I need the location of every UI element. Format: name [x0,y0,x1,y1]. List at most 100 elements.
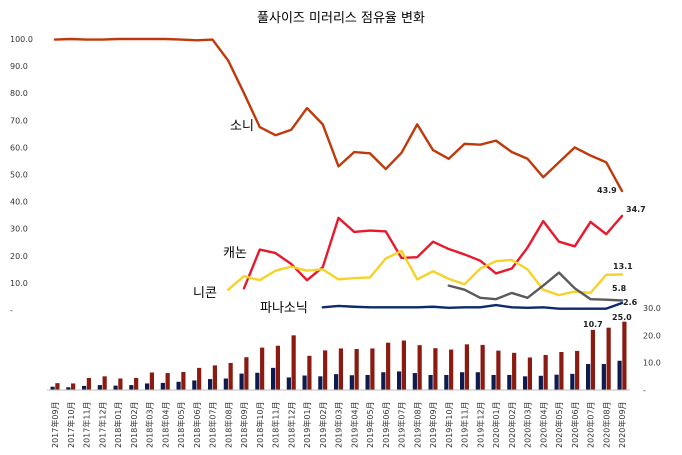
x-tick-label: 2020年03月 [523,401,533,448]
x-tick-label: 2018年02月 [129,401,139,448]
bar [82,385,87,390]
x-tick-label: 2019年06月 [381,401,391,448]
x-tick-label: 2020年06月 [570,401,580,448]
series-name-label: 파나소닉 [260,301,308,316]
y-tick-label: - [10,306,13,315]
bar [480,344,485,390]
bar [370,348,375,390]
bar [244,357,249,390]
x-tick-label: 2020年05月 [554,401,564,448]
bar [512,352,517,390]
bar [181,371,186,390]
series-line [447,271,624,302]
bar [570,373,575,390]
bar [496,350,501,390]
bar [55,383,60,390]
x-tick-label: 2018年06月 [192,401,202,448]
x-tick-label: 2019年12月 [475,401,485,448]
bar [381,372,386,390]
x-tick-label: 2020年08月 [601,401,611,448]
data-label: 25.0 [612,313,632,322]
bar [260,347,265,390]
y2-tick-label: 10.0 [643,359,661,368]
bar [475,372,480,390]
x-tick-label: 2017年09月 [50,401,60,448]
bar [134,377,139,390]
bar [386,342,391,390]
bar [118,378,123,390]
data-label: 10.7 [583,320,603,329]
y2-tick-label: 20.0 [643,331,661,340]
y-tick-label: 10.0 [10,279,28,288]
bar [113,385,118,390]
bar [334,374,339,390]
series-name-label: 캐논 [223,246,247,261]
bar [66,387,71,390]
x-tick-label: 2018年10月 [255,401,265,448]
data-label: 34.7 [626,205,646,214]
x-tick-label: 2018年09月 [239,401,249,448]
bar [271,367,276,390]
x-tick-label: 2017年12月 [97,401,107,448]
series-line [321,301,624,310]
bar [255,372,260,390]
x-tick-label: 2018年12月 [286,401,296,448]
bar [149,372,154,390]
bar [323,350,328,390]
bar [523,376,528,390]
bar [622,321,627,390]
bar [291,335,296,390]
bar [449,349,454,390]
bar [208,379,213,390]
data-label: 2.6 [623,298,638,307]
bar [160,382,165,390]
series-name-label: 니콘 [193,286,217,301]
bar [601,364,606,390]
bar [433,348,438,390]
bar [527,357,532,390]
x-tick-label: 2019年07月 [397,401,407,448]
x-tick-label: 2018年11月 [271,401,281,448]
bar [129,385,134,390]
bar [559,352,564,390]
x-tick-label: 2019年11月 [460,401,470,448]
bar [575,350,580,390]
x-tick-label: 2019年01月 [302,401,312,448]
x-tick-label: 2020年07月 [586,401,596,448]
x-tick-label: 2020年01月 [491,401,501,448]
bar [460,372,465,390]
x-tick-label: 2020年09月 [617,401,627,448]
x-tick-label: 2018年08月 [223,401,233,448]
bar [50,386,55,390]
x-tick-label: 2018年04月 [160,401,170,448]
x-tick-label: 2019年02月 [318,401,328,448]
bar [338,348,343,390]
bar [606,327,611,390]
x-tick-label: 2020年04月 [538,401,548,448]
bar [412,373,417,390]
x-tick-label: 2018年03月 [145,401,155,448]
series-line [53,37,624,193]
chart-title: 풀사이즈 미러리스 점유율 변화 [257,11,425,26]
x-tick-label: 2018年07月 [208,401,218,448]
bar [417,345,422,390]
y-tick-label: 70.0 [10,116,28,125]
data-label: 5.8 [612,284,627,293]
x-tick-label: 2020年02月 [507,401,517,448]
bar [286,377,291,390]
bar [71,383,76,390]
x-tick-label: 2018年05月 [176,401,186,448]
series-line [227,249,624,297]
x-tick-label: 2018年01月 [113,401,123,448]
x-tick-label: 2019年05月 [365,401,375,448]
bar [145,383,150,390]
bar [444,374,449,390]
bar [590,329,595,390]
bar [491,374,496,390]
y2-tick-label: 30.0 [643,304,661,313]
bar [538,375,543,390]
x-tick-label: 2019年08月 [412,401,422,448]
x-tick-label: 2017年10月 [66,401,76,448]
